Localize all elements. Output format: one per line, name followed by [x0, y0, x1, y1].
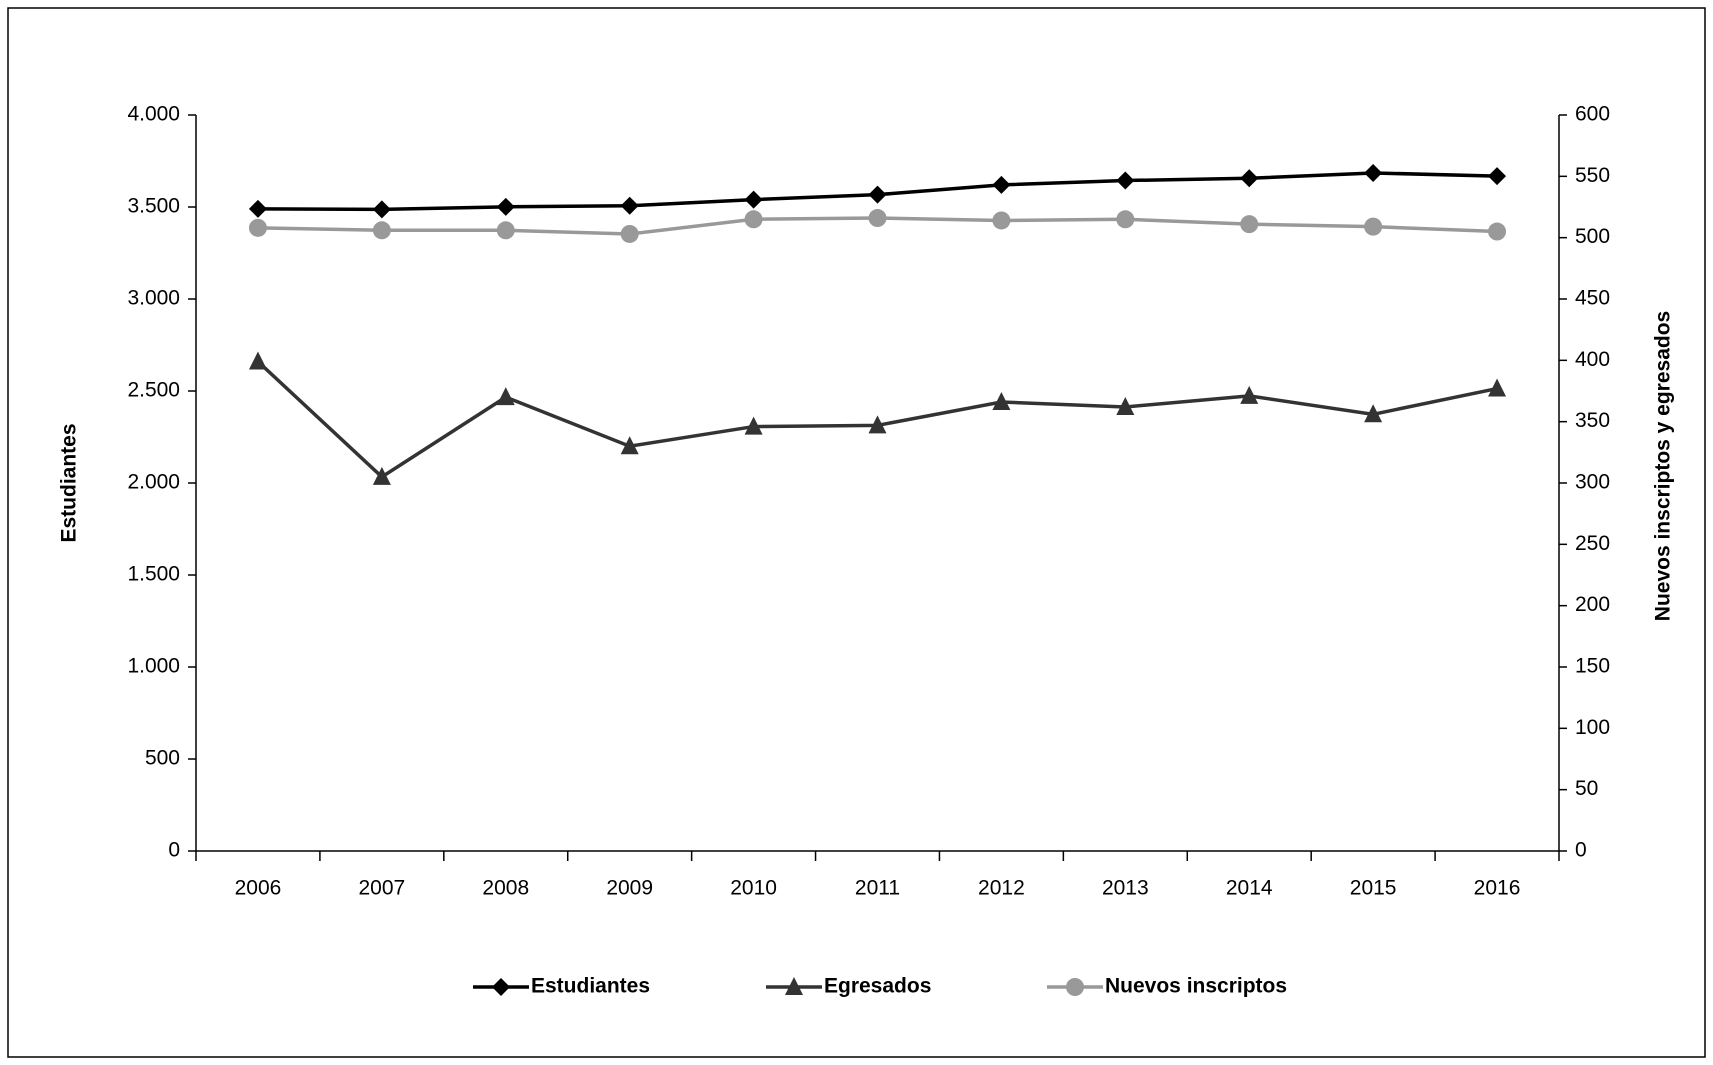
y2-axis-label: Nuevos inscriptos y egresados	[1652, 311, 1675, 621]
data-point	[1364, 217, 1383, 236]
y-tick-label: 2.500	[127, 379, 180, 402]
x-tick-label: 2013	[1102, 877, 1149, 900]
x-tick-label: 2012	[978, 877, 1025, 900]
data-point	[868, 415, 887, 434]
data-point	[1116, 210, 1135, 229]
data-point	[620, 224, 639, 243]
y-tick-label: 4.000	[127, 103, 180, 126]
y2-tick-label: 200	[1575, 593, 1610, 616]
data-point	[372, 200, 391, 219]
y2-tick-label: 450	[1575, 287, 1610, 310]
data-point	[992, 175, 1011, 194]
data-point	[496, 387, 515, 406]
data-point	[992, 211, 1011, 230]
y-tick-label: 3.000	[127, 287, 180, 310]
y2-tick-label: 600	[1575, 103, 1610, 126]
data-point	[1240, 169, 1259, 188]
x-tick-label: 2009	[606, 877, 653, 900]
x-tick-label: 2006	[235, 877, 282, 900]
data-point	[372, 221, 391, 240]
data-point	[496, 221, 515, 240]
data-point	[868, 209, 887, 228]
x-tick-label: 2010	[730, 877, 777, 900]
data-point	[620, 436, 639, 455]
y2-tick-label: 300	[1575, 471, 1610, 494]
x-tick-label: 2014	[1226, 877, 1273, 900]
data-point	[1488, 167, 1507, 186]
x-tick-label: 2011	[855, 877, 900, 900]
data-point	[496, 197, 515, 216]
data-point	[248, 199, 267, 218]
data-point	[620, 196, 639, 215]
data-point	[992, 392, 1011, 411]
data-point	[1488, 222, 1507, 241]
y-tick-label: 2.000	[127, 471, 180, 494]
data-point	[744, 416, 763, 435]
data-point	[1240, 215, 1259, 234]
y-tick-label: 1.500	[127, 563, 180, 586]
data-point	[1116, 171, 1135, 190]
y-tick-label: 500	[145, 747, 180, 770]
y-tick-label: 1.000	[127, 655, 180, 678]
legend-marker	[492, 978, 510, 996]
y2-tick-label: 500	[1575, 225, 1610, 248]
x-tick-label: 2016	[1474, 877, 1521, 900]
data-point	[868, 185, 887, 204]
data-point	[744, 210, 763, 229]
legend-label: Egresados	[824, 975, 931, 998]
data-point	[248, 351, 267, 370]
y-axis-label: Estudiantes	[58, 423, 81, 542]
y2-tick-label: 0	[1575, 839, 1587, 862]
chart-frame	[7, 7, 1706, 1058]
y-tick-label: 3.500	[127, 195, 180, 218]
x-tick-label: 2007	[359, 877, 406, 900]
y2-tick-label: 100	[1575, 716, 1610, 739]
data-point	[1364, 404, 1383, 423]
data-point	[372, 466, 391, 485]
data-point	[248, 218, 267, 237]
y2-tick-label: 150	[1575, 655, 1610, 678]
x-tick-label: 2008	[482, 877, 529, 900]
legend-label: Estudiantes	[531, 975, 650, 998]
data-point	[1488, 378, 1507, 397]
y2-tick-label: 350	[1575, 409, 1610, 432]
y-tick-label: 0	[168, 839, 180, 862]
data-point	[1240, 385, 1259, 404]
y2-tick-label: 400	[1575, 348, 1610, 371]
data-point	[1364, 163, 1383, 182]
data-point	[1116, 396, 1135, 415]
y2-tick-label: 250	[1575, 532, 1610, 555]
legend-marker	[785, 977, 803, 995]
x-tick-label: 2015	[1350, 877, 1397, 900]
data-point	[744, 190, 763, 209]
y2-tick-label: 50	[1575, 777, 1598, 800]
legend-marker	[1066, 978, 1084, 996]
legend-label: Nuevos inscriptos	[1105, 975, 1287, 998]
y2-tick-label: 550	[1575, 164, 1610, 187]
